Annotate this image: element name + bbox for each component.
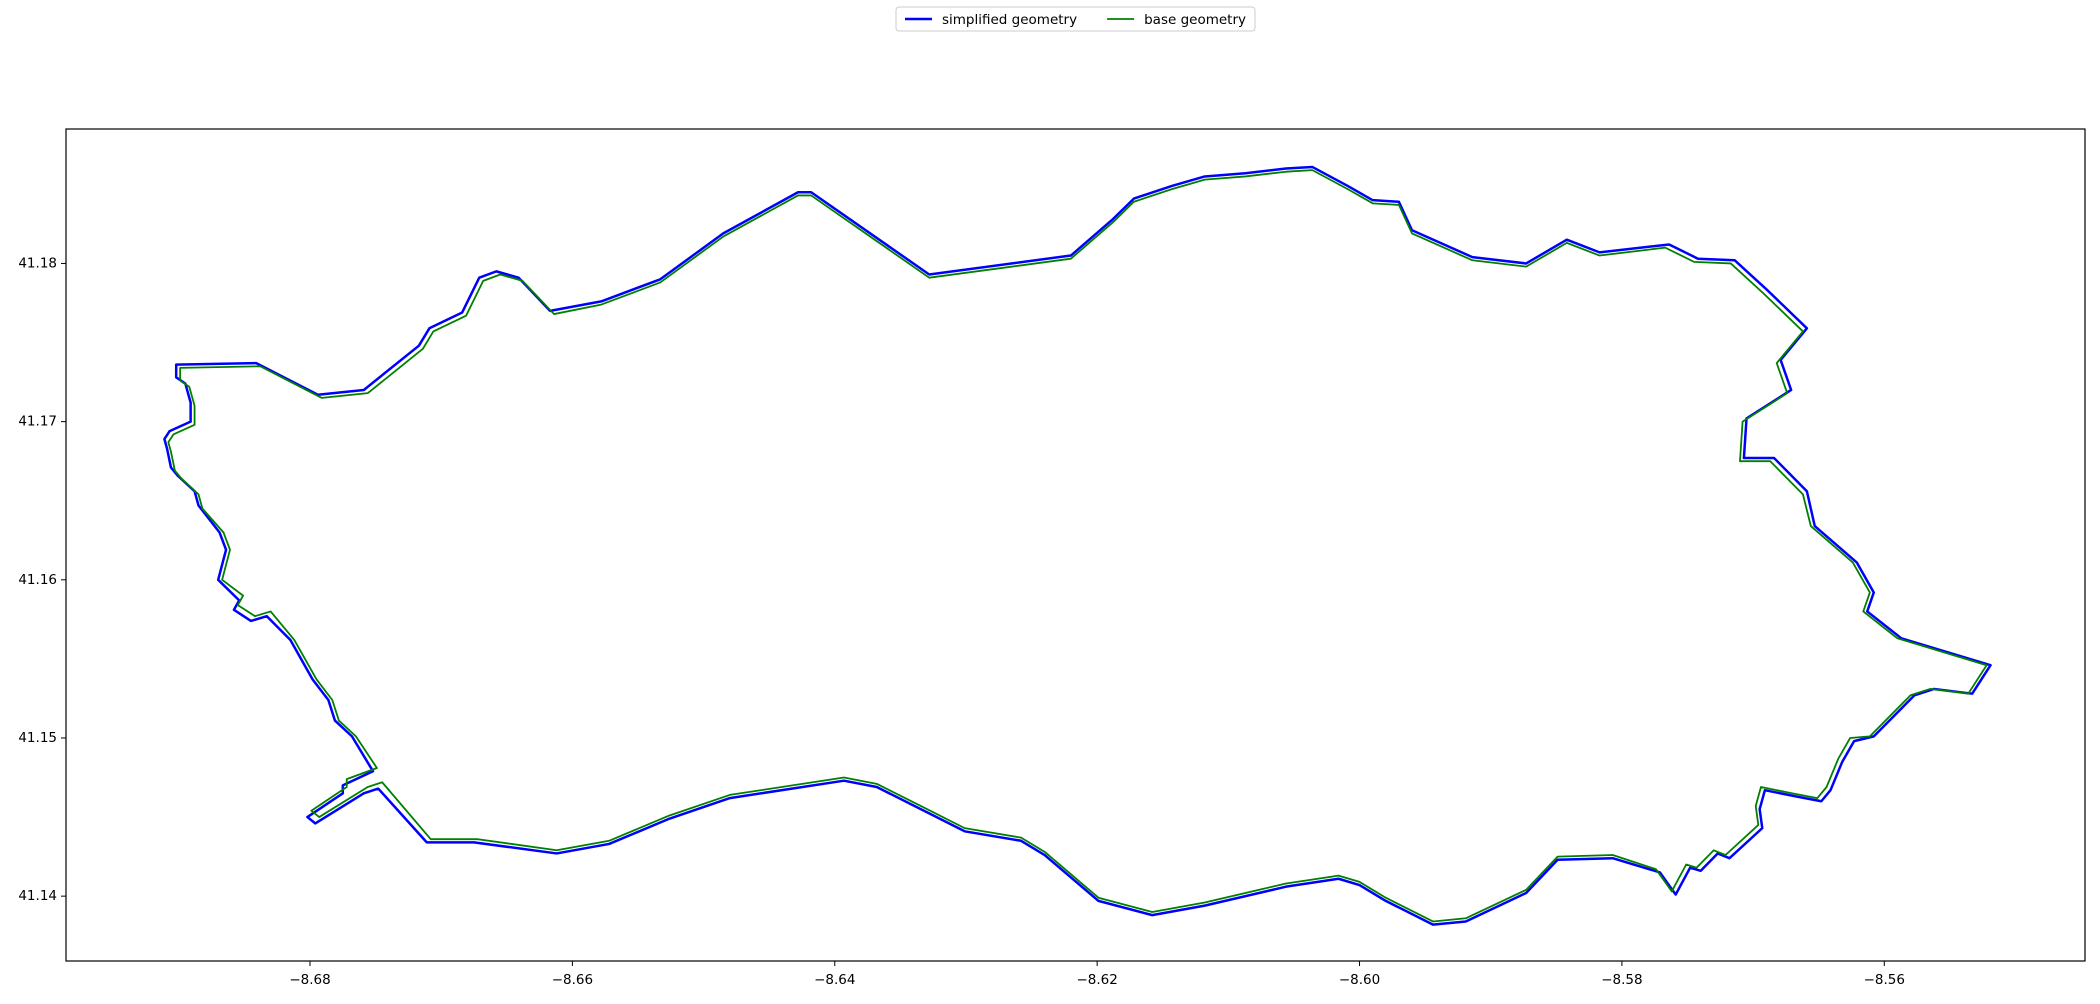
series-line bbox=[163, 165, 1992, 926]
legend: simplified geometry base geometry bbox=[895, 6, 1256, 32]
series-line bbox=[167, 169, 1988, 923]
y-tick-label: 41.15 bbox=[18, 730, 57, 746]
legend-label: simplified geometry bbox=[942, 12, 1077, 28]
x-tick-label: −8.60 bbox=[1339, 972, 1380, 988]
legend-box bbox=[895, 6, 1256, 32]
y-tick-label: 41.18 bbox=[18, 255, 57, 271]
legend-label: base geometry bbox=[1144, 12, 1246, 28]
y-tick-label: 41.16 bbox=[18, 572, 57, 588]
x-tick-label: −8.56 bbox=[1864, 972, 1905, 988]
legend-item: base geometry bbox=[1107, 12, 1246, 28]
x-tick-label: −8.62 bbox=[1076, 972, 1117, 988]
x-tick-label: −8.58 bbox=[1601, 972, 1642, 988]
y-tick-label: 41.14 bbox=[18, 888, 57, 904]
y-tick-label: 41.17 bbox=[18, 414, 57, 430]
x-tick-label: −8.64 bbox=[814, 972, 855, 988]
axes-frame bbox=[65, 128, 2086, 962]
x-tick-label: −8.68 bbox=[289, 972, 330, 988]
legend-item: simplified geometry bbox=[904, 12, 1077, 28]
x-tick-label: −8.66 bbox=[552, 972, 593, 988]
